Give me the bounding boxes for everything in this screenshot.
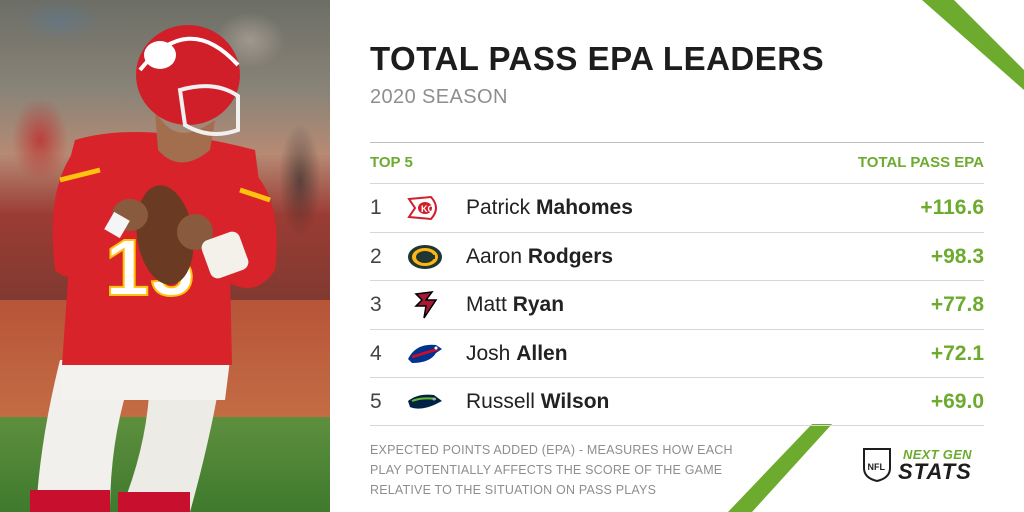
player-first-name: Josh xyxy=(466,341,511,365)
player-last-name: Rodgers xyxy=(527,244,614,268)
quarterback-figure: 15 xyxy=(30,25,277,512)
leaderboard-panel: TOTAL PASS EPA LEADERS 2020 SEASON TOP 5… xyxy=(370,0,984,512)
player-name: Aaron Rodgers xyxy=(466,245,613,269)
rank-number: 2 xyxy=(370,244,382,268)
stats-label: STATS xyxy=(898,459,972,484)
player-last-name: Ryan xyxy=(512,293,565,317)
green-slash-bottom xyxy=(728,424,832,512)
player-name: Matt Ryan xyxy=(466,293,564,317)
epa-value: +69.0 xyxy=(930,390,984,414)
epa-footnote: EXPECTED POINTS ADDED (EPA) - MEASURES H… xyxy=(370,443,733,497)
player-photo: 15 xyxy=(0,0,330,512)
player-first-name: Patrick xyxy=(466,196,531,219)
leaders-table: 1 KC Patrick Mahomes +116.6 2 xyxy=(370,183,984,426)
page-title: TOTAL PASS EPA LEADERS xyxy=(370,40,825,77)
player-last-name: Allen xyxy=(516,341,568,365)
rank-number: 3 xyxy=(370,293,382,317)
next-gen-stats-logo: NFL NEXT GEN STATS xyxy=(862,446,986,486)
rank-number: 4 xyxy=(370,341,382,365)
page-subtitle: 2020 SEASON xyxy=(370,86,508,108)
player-first-name: Matt xyxy=(466,293,507,317)
table-header-top5: TOP 5 xyxy=(370,154,413,171)
epa-value: +98.3 xyxy=(930,244,984,268)
svg-text:KC: KC xyxy=(421,204,434,214)
table-divider xyxy=(370,142,984,143)
epa-value: +77.8 xyxy=(930,293,984,317)
nfl-shield-icon: NFL xyxy=(863,448,891,483)
epa-value: +72.1 xyxy=(930,341,984,365)
epa-value: +116.6 xyxy=(920,196,984,219)
falcons-logo-icon xyxy=(406,287,444,323)
chiefs-logo-icon: KC xyxy=(406,190,444,226)
table-row: 5 Russell Wilson +69.0 xyxy=(370,377,984,426)
next-gen-stats-wordmark: NEXT GEN STATS xyxy=(898,448,972,483)
player-last-name: Wilson xyxy=(540,390,610,414)
player-first-name: Aaron xyxy=(466,244,523,268)
rank-number: 5 xyxy=(370,390,382,414)
player-name: Josh Allen xyxy=(466,342,568,366)
player-name: Patrick Mahomes xyxy=(466,196,633,220)
table-row: 2 Aaron Rodgers +98.3 xyxy=(370,231,984,281)
table-row: 3 Matt Ryan +77.8 xyxy=(370,280,984,329)
player-last-name: Mahomes xyxy=(536,196,633,219)
table-row: 1 KC Patrick Mahomes +116.6 xyxy=(370,183,984,232)
packers-logo-icon xyxy=(406,239,444,275)
next-gen-label: NEXT GEN xyxy=(903,447,972,462)
green-slash-top xyxy=(922,0,1024,90)
player-first-name: Russell xyxy=(466,390,535,414)
table-row: 4 Josh Allen +72.1 xyxy=(370,328,984,378)
svg-text:NFL: NFL xyxy=(868,462,886,472)
rank-number: 1 xyxy=(370,196,382,219)
player-name: Russell Wilson xyxy=(466,390,609,414)
table-header-epa: TOTAL PASS EPA xyxy=(857,154,984,171)
bills-logo-icon xyxy=(406,336,444,372)
seahawks-logo-icon xyxy=(406,384,444,420)
